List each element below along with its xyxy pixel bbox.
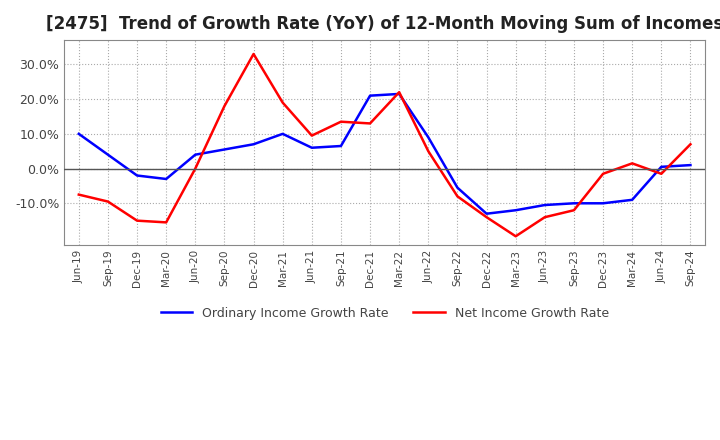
Ordinary Income Growth Rate <box>104 152 112 158</box>
Line: Ordinary Income Growth Rate: Ordinary Income Growth Rate <box>78 94 690 214</box>
Net Income Growth Rate <box>307 133 316 138</box>
Ordinary Income Growth Rate <box>74 131 83 136</box>
Net Income Growth Rate <box>191 166 199 171</box>
Net Income Growth Rate <box>686 142 695 147</box>
Ordinary Income Growth Rate <box>220 147 229 152</box>
Net Income Growth Rate <box>104 199 112 204</box>
Ordinary Income Growth Rate <box>511 208 520 213</box>
Ordinary Income Growth Rate <box>249 142 258 147</box>
Net Income Growth Rate <box>279 100 287 105</box>
Net Income Growth Rate <box>628 161 636 166</box>
Ordinary Income Growth Rate <box>657 164 665 169</box>
Net Income Growth Rate <box>366 121 374 126</box>
Net Income Growth Rate <box>511 234 520 239</box>
Ordinary Income Growth Rate <box>424 135 433 140</box>
Title: [2475]  Trend of Growth Rate (YoY) of 12-Month Moving Sum of Incomes: [2475] Trend of Growth Rate (YoY) of 12-… <box>46 15 720 33</box>
Ordinary Income Growth Rate <box>395 91 403 96</box>
Ordinary Income Growth Rate <box>162 176 171 182</box>
Ordinary Income Growth Rate <box>307 145 316 150</box>
Ordinary Income Growth Rate <box>686 162 695 168</box>
Ordinary Income Growth Rate <box>279 131 287 136</box>
Net Income Growth Rate <box>657 171 665 176</box>
Net Income Growth Rate <box>337 119 346 125</box>
Ordinary Income Growth Rate <box>191 152 199 158</box>
Net Income Growth Rate <box>424 149 433 154</box>
Net Income Growth Rate <box>132 218 141 223</box>
Ordinary Income Growth Rate <box>366 93 374 98</box>
Ordinary Income Growth Rate <box>453 185 462 191</box>
Net Income Growth Rate <box>395 90 403 95</box>
Ordinary Income Growth Rate <box>132 173 141 178</box>
Net Income Growth Rate <box>453 194 462 199</box>
Ordinary Income Growth Rate <box>628 197 636 202</box>
Legend: Ordinary Income Growth Rate, Net Income Growth Rate: Ordinary Income Growth Rate, Net Income … <box>156 302 613 325</box>
Net Income Growth Rate <box>482 215 491 220</box>
Ordinary Income Growth Rate <box>599 201 608 206</box>
Net Income Growth Rate <box>599 171 608 176</box>
Net Income Growth Rate <box>74 192 83 197</box>
Net Income Growth Rate <box>541 215 549 220</box>
Line: Net Income Growth Rate: Net Income Growth Rate <box>78 54 690 236</box>
Ordinary Income Growth Rate <box>482 211 491 216</box>
Net Income Growth Rate <box>570 208 578 213</box>
Net Income Growth Rate <box>162 220 171 225</box>
Ordinary Income Growth Rate <box>337 143 346 149</box>
Net Income Growth Rate <box>220 103 229 109</box>
Ordinary Income Growth Rate <box>570 201 578 206</box>
Ordinary Income Growth Rate <box>541 202 549 208</box>
Net Income Growth Rate <box>249 51 258 57</box>
